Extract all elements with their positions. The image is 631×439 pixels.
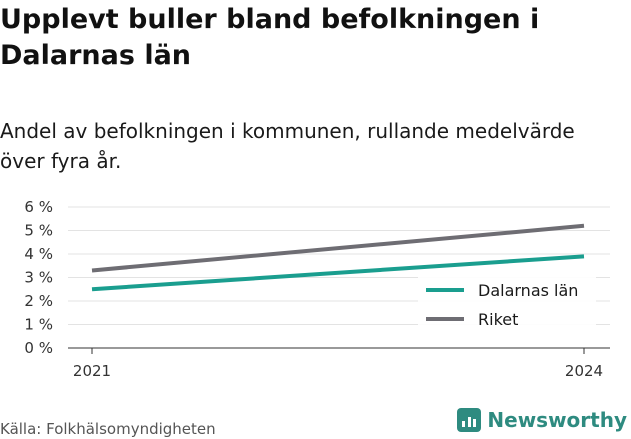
y-tick-label: 3 % [24, 269, 53, 287]
y-tick-label: 0 % [24, 339, 53, 357]
chart-subtitle: Andel av befolkningen i kommunen, rullan… [0, 119, 575, 173]
line-chart: 0 % 1 % 2 % 3 % 4 % 5 % 6 % 2021 2024 Dalarnas lä… [24, 198, 610, 380]
y-tick-label: 4 % [24, 245, 53, 263]
series-line [91, 254, 585, 292]
series-line [91, 223, 585, 273]
source-text: Källa: Folkhälsomyndigheten [0, 420, 216, 438]
bar-chart-logo-icon [457, 408, 482, 432]
y-tick-label: 6 % [24, 198, 53, 216]
brand-name: Newsworthy [487, 408, 627, 432]
y-tick-label: 1 % [24, 316, 53, 334]
brand-logo: Newsworthy [457, 408, 627, 432]
x-tick-label: 2021 [73, 362, 111, 380]
y-tick-label: 5 % [24, 222, 53, 240]
x-tick-label: 2024 [565, 362, 603, 380]
legend-label: Dalarnas län [478, 281, 578, 300]
legend-label: Riket [478, 310, 518, 329]
y-tick-label: 2 % [24, 292, 53, 310]
chart-title: Upplevt buller bland befolkningen i Dala… [0, 4, 540, 71]
